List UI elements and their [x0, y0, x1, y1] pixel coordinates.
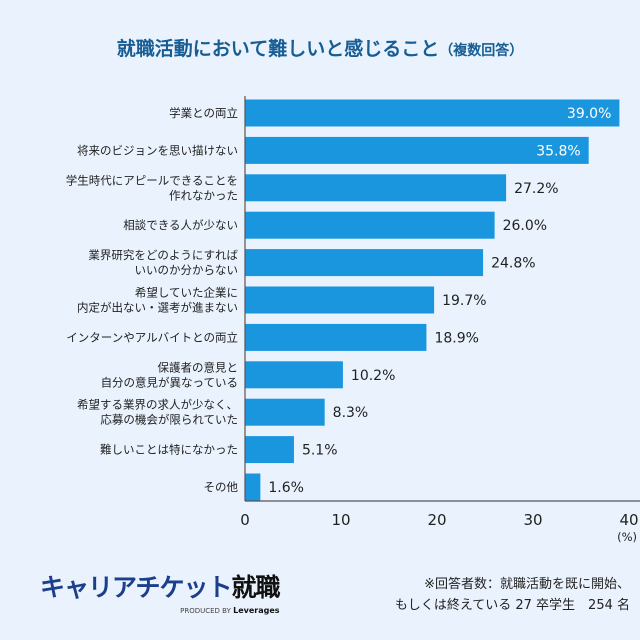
- value-label: 35.8%: [536, 143, 580, 159]
- title-text: 就職活動において難しいと感じること: [116, 38, 440, 60]
- value-label: 24.8%: [491, 256, 535, 272]
- x-unit-label: (%): [617, 530, 637, 544]
- category-label: 業界研究をどのようにすれば: [88, 248, 238, 262]
- note-line-1: ※回答者数：就職活動を既に開始、: [424, 577, 630, 592]
- x-tick-label: 20: [427, 511, 446, 529]
- value-label: 5.1%: [302, 443, 338, 459]
- value-label: 39.0%: [567, 106, 611, 122]
- category-label: 作れなかった: [169, 188, 238, 202]
- value-label: 19.7%: [442, 293, 486, 309]
- x-tick-label: 40: [619, 511, 638, 529]
- logo-text-bold: 就職: [231, 573, 281, 602]
- category-label: 保護者の意見と: [158, 360, 239, 374]
- bar: [245, 436, 294, 464]
- x-tick-label: 10: [331, 511, 350, 529]
- bar: [245, 136, 589, 164]
- x-tick-label: 30: [523, 511, 542, 529]
- value-label: 26.0%: [503, 218, 547, 234]
- chart-title: 就職活動において難しいと感じること（複数回答）: [0, 34, 640, 61]
- title-subtitle: （複数回答）: [439, 43, 524, 59]
- category-label: 将来のビジョンを思い描けない: [77, 143, 238, 157]
- category-label: 相談できる人が少ない: [123, 218, 238, 232]
- bar: [245, 99, 620, 127]
- category-label: 希望していた企業に: [135, 286, 238, 300]
- category-label: 応募の機会が限られていた: [100, 413, 238, 427]
- bar: [245, 249, 484, 277]
- value-label: 10.2%: [351, 368, 395, 384]
- produced-by: PRODUCED BY: [180, 607, 231, 615]
- category-label: いいのか分からない: [135, 263, 239, 277]
- category-label: 難しいことは特になかった: [100, 443, 238, 457]
- category-label: インターンやアルバイトとの両立: [66, 330, 238, 344]
- bar: [245, 174, 507, 202]
- bar: [245, 211, 495, 239]
- bar: [245, 323, 427, 351]
- category-label: 学業との両立: [169, 106, 238, 120]
- logo-text: キャリアチケット: [40, 573, 233, 602]
- category-label: 学生時代にアピールできることを: [66, 173, 238, 187]
- value-label: 1.6%: [268, 480, 304, 496]
- value-label: 8.3%: [333, 405, 369, 421]
- value-label: 18.9%: [434, 330, 478, 346]
- category-label: 希望する業界の求人が少なく、: [77, 398, 238, 412]
- category-label: 自分の意見が異なっている: [101, 375, 238, 389]
- logo: キャリアチケット就職 PRODUCED BY Leverages: [40, 568, 281, 615]
- category-label: その他: [204, 480, 239, 494]
- bar: [245, 286, 435, 314]
- bar: [245, 398, 325, 426]
- respondent-note: ※回答者数：就職活動を既に開始、 もしくは終えている 27 卒学生 254 名: [395, 574, 630, 616]
- note-line-2: もしくは終えている 27 卒学生 254 名: [394, 598, 630, 613]
- category-label: 内定が出ない・選考が進まない: [77, 301, 238, 315]
- x-tick-label: 0: [240, 511, 250, 529]
- bar: [245, 473, 261, 501]
- bar: [245, 361, 343, 389]
- brand-name: Leverages: [233, 606, 280, 615]
- value-label: 27.2%: [514, 181, 558, 197]
